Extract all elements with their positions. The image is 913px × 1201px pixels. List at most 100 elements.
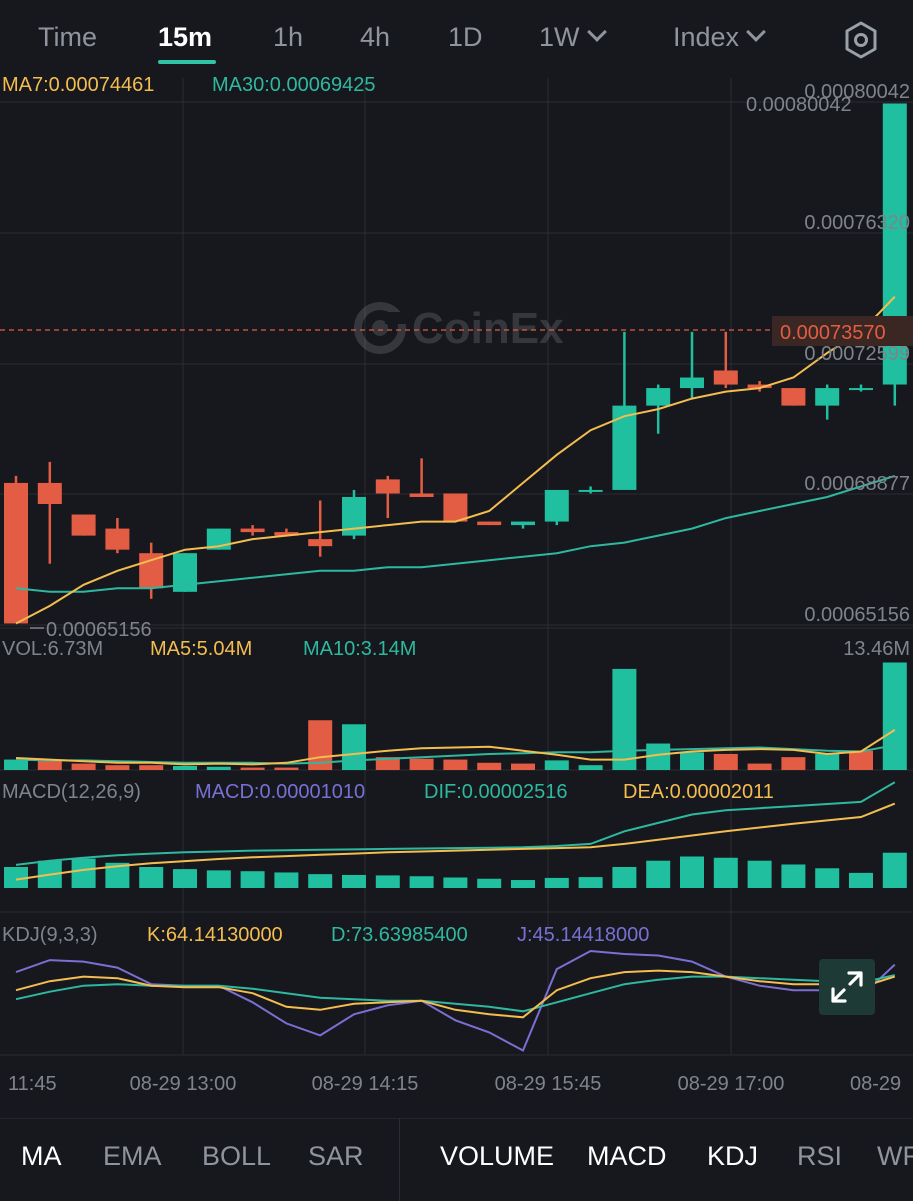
volume-bar [477,762,502,770]
gear-hexagon-icon[interactable] [842,20,880,60]
legend-d: D:73.63985400 [331,924,468,946]
macd-histogram-bar [206,870,231,888]
macd-histogram-bar [477,878,502,888]
dif-line [15,781,896,866]
last-price-tag-bg [772,316,913,346]
candle-up [612,405,637,490]
tab-index-dropdown[interactable]: Index [673,22,766,53]
volume-bar [139,765,164,770]
volume-bar [511,763,535,770]
volume-bar [173,765,197,770]
legend-ma7: MA7:0.00074461 [2,74,154,96]
chart-grid [0,78,913,1056]
tab-1w-dropdown[interactable]: 1W [539,22,607,53]
macd-histogram-bar [578,877,603,888]
volume-bar [781,757,806,770]
macd-panel [4,781,907,888]
macd-histogram-bar [240,871,265,888]
y-tick-label: 0.00065156 [804,604,910,626]
macd-histogram-bar [443,877,468,888]
legend-vol: VOL:6.73M [2,638,103,660]
candle-up [578,489,603,492]
macd-histogram-bar [612,867,637,888]
time-axis-label: 11:45 [8,1073,57,1095]
tab-4h[interactable]: 4h [360,22,391,52]
high-price-marker: 0.00080042 [746,94,852,116]
macd-histogram-bar [747,860,772,888]
volume-bar [578,765,603,770]
candle-up [849,388,873,391]
macd-histogram-bar [173,869,197,888]
ma7-line [15,296,896,625]
legend-macd-value: MACD:0.00001010 [195,781,365,803]
volume-bar [612,668,637,770]
indicator-divider [399,1119,400,1201]
volume-bar [274,767,299,770]
macd-histogram-bar [882,852,907,888]
y-tick-label: 0.00072599 [804,343,910,365]
last-price-tag: 0.00073570 [780,322,886,344]
candle-up [646,388,671,406]
indicator-wr[interactable]: WR [877,1141,913,1171]
watermark-brand: CoinEx [412,304,564,353]
macd-histogram-bar [646,860,671,888]
volume-bar [849,750,873,770]
indicator-volume[interactable]: VOLUME [440,1141,555,1171]
macd-histogram-bar [409,876,434,888]
tab-time[interactable]: Time [38,22,97,52]
volume-bar [443,759,468,770]
macd-histogram-bar [375,875,400,888]
time-axis-label: 08-29 14:15 [312,1073,419,1095]
macd-histogram-bar [4,867,28,888]
indicator-ema[interactable]: EMA [103,1141,162,1171]
y-tick-label: 0.00076320 [804,212,910,234]
indicator-sar[interactable]: SAR [308,1141,364,1171]
candle-down [71,514,96,536]
candle-up [680,377,704,389]
indicator-ma[interactable]: MA [21,1141,62,1171]
volume-bar [713,753,738,770]
indicator-macd[interactable]: MACD [587,1141,667,1171]
legend-dif: DIF:0.00002516 [424,781,567,803]
tab-1h[interactable]: 1h [273,22,304,52]
macd-histogram-bar [71,858,96,888]
legend-j: J:45.14418000 [517,924,649,946]
volume-bar [4,759,28,770]
time-axis-label: 08-29 17:00 [678,1073,785,1095]
candle-down [409,493,434,497]
tab-1w-label: 1W [539,22,580,52]
volume-bar [680,752,704,770]
candle-up [511,521,535,526]
candle-down [308,539,333,547]
candle-down [781,388,806,406]
volume-bar [71,763,96,770]
volume-bar [747,763,772,770]
macd-histogram-bar [105,862,130,888]
macd-histogram-bar [680,856,704,888]
legend-macd-params: MACD(12,26,9) [2,781,141,803]
time-axis-label: 08-29 15:45 [495,1073,602,1095]
candle-down [105,528,130,550]
candle-down [37,482,62,504]
volume-bar [240,767,265,770]
candle-down [443,493,468,522]
volume-bar [815,753,840,770]
indicator-rsi[interactable]: RSI [797,1141,843,1171]
ma30-line [15,474,896,593]
indicator-kdj[interactable]: KDJ [707,1141,759,1171]
macd-histogram-bar [274,872,299,888]
coinex-logo-icon [354,302,407,354]
fullscreen-button[interactable] [819,959,875,1015]
legend-kdj-params: KDJ(9,3,3) [2,924,98,946]
volume-ma10-line [15,744,895,765]
legend-ma30: MA30:0.00069425 [212,74,375,96]
tab-15m[interactable]: 15m [158,22,213,52]
chart-canvas[interactable]: CoinEx MA7:0.00074461 MA30:0.00069425 0.… [0,0,913,1118]
candle-down [240,528,265,533]
macd-histogram-bar [342,874,366,888]
indicator-boll[interactable]: BOLL [202,1141,272,1171]
candle-down [477,521,502,526]
tab-index-label: Index [673,22,740,52]
tab-1d[interactable]: 1D [448,22,483,52]
volume-ma5-line [15,729,896,766]
